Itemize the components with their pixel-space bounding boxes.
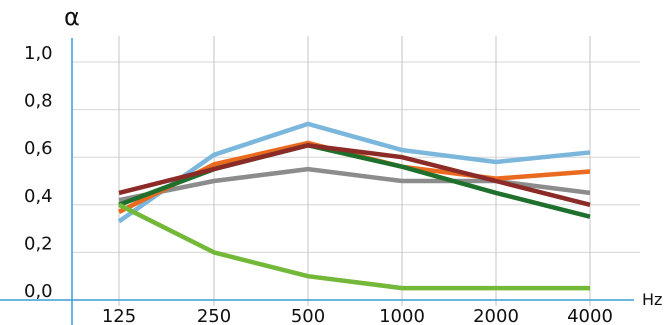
y-tick-label: 0,8 — [24, 91, 53, 112]
y-tick-label: 1,0 — [24, 43, 53, 64]
series-lines — [117, 121, 591, 291]
y-tick-label: 0,0 — [24, 281, 53, 302]
series-line-6 — [117, 202, 590, 291]
y-tick-label: 0,4 — [24, 186, 53, 207]
tick-labels: 0,0 0,2 0,4 0,6 0,8 1,0 125 250 500 1000 2000 4000 α… — [24, 3, 662, 325]
series-line-5 — [118, 143, 591, 207]
x-tick-label: 500 — [291, 306, 325, 325]
y-tick-label: 0,6 — [24, 138, 53, 159]
x-tick-label: 4000 — [567, 306, 613, 325]
x-tick-label: 2000 — [473, 306, 519, 325]
series-line-4 — [118, 143, 591, 219]
axes — [0, 38, 634, 325]
x-tick-label: 125 — [102, 306, 136, 325]
series-line-1 — [117, 121, 591, 224]
grid — [72, 36, 640, 306]
x-tick-label: 250 — [197, 306, 231, 325]
x-tick-label: 1000 — [379, 306, 425, 325]
x-axis-unit-label: Hz — [642, 290, 662, 309]
y-tick-label: 0,2 — [24, 233, 53, 254]
y-axis-label: α — [64, 3, 80, 31]
